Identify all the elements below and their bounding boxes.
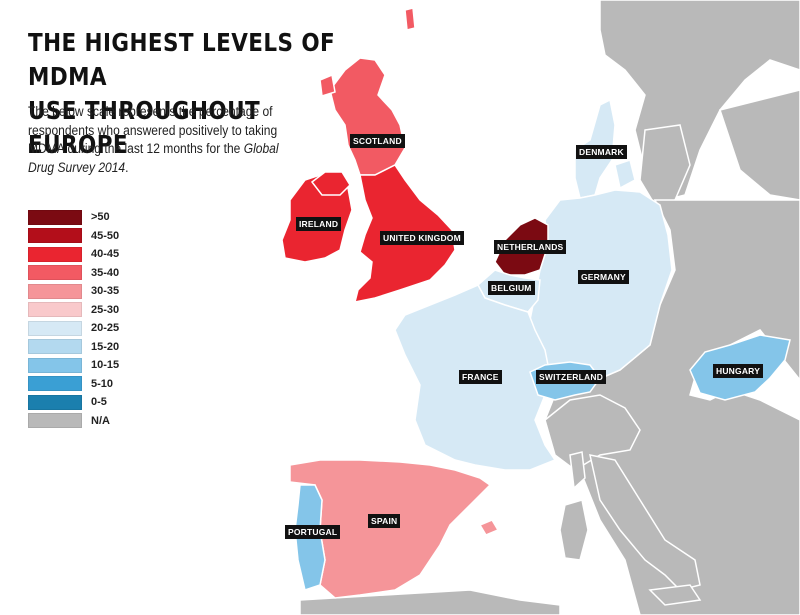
legend-label: 20-25 [91, 322, 120, 335]
title-line-2: USE THROUGHOUT EUROPE [28, 96, 261, 159]
label-france: FRANCE [459, 370, 502, 384]
legend-swatch [28, 357, 82, 373]
legend-label: 30-35 [91, 285, 120, 298]
page-title: THE HIGHEST LEVELS OF MDMA USE THROUGHOU… [28, 26, 355, 162]
description-text: The below scale represents the percentag… [28, 104, 278, 156]
legend-swatch [28, 394, 82, 410]
legend-swatch [28, 320, 82, 336]
legend-label: 15-20 [91, 340, 120, 353]
legend-swatch [28, 209, 82, 225]
label-denmark: DENMARK [576, 145, 627, 159]
label-portugal: PORTUGAL [285, 525, 341, 539]
legend-swatch [28, 302, 82, 318]
legend-label: 25-30 [91, 303, 120, 316]
country-scotland-islands [319, 73, 336, 97]
legend-item: N/A [28, 412, 119, 431]
country-spain-islands [478, 519, 500, 536]
legend-item: 25-30 [28, 301, 119, 320]
legend-label: 0-5 [91, 396, 107, 409]
legend-item: 5-10 [28, 375, 119, 394]
legend-item: 30-35 [28, 282, 119, 301]
label-hungary: HUNGARY [713, 364, 764, 378]
label-germany: GERMANY [578, 270, 629, 284]
legend-label: >50 [91, 211, 110, 224]
description-text-end: . [125, 159, 129, 175]
legend-label: 35-40 [91, 266, 120, 279]
label-netherlands: NETHERLANDS [494, 240, 567, 254]
legend-item: 15-20 [28, 338, 119, 357]
legend-item: >50 [28, 208, 119, 227]
legend-label: N/A [91, 414, 110, 427]
legend-item: 10-15 [28, 356, 119, 375]
country-northern-ireland [310, 171, 351, 196]
legend-item: 0-5 [28, 393, 119, 412]
survey-name: Global Drug Survey 2014 [28, 141, 279, 175]
label-ireland: IRELAND [296, 217, 342, 231]
legend-item: 35-40 [28, 264, 119, 283]
label-belgium: BELGIUM [488, 281, 535, 295]
legend-item: 40-45 [28, 245, 119, 264]
label-united-kingdom: UNITED KINGDOM [380, 231, 464, 245]
legend-swatch [28, 283, 82, 299]
label-scotland: SCOTLAND [350, 134, 405, 148]
legend-swatch [28, 265, 82, 281]
legend-label: 10-15 [91, 359, 120, 372]
legend-swatch [28, 413, 82, 429]
legend-item: 20-25 [28, 319, 119, 338]
country-denmark-islands [614, 159, 636, 190]
title-line-1: THE HIGHEST LEVELS OF MDMA [28, 28, 336, 91]
legend-swatch [28, 339, 82, 355]
legend-label: 5-10 [91, 377, 114, 390]
label-spain: SPAIN [368, 514, 401, 528]
legend-item: 45-50 [28, 227, 119, 246]
legend-swatch [28, 376, 82, 392]
country-scotland-north-islands [404, 7, 416, 31]
legend-swatch [28, 246, 82, 262]
legend-label: 45-50 [91, 229, 120, 242]
description: The below scale represents the percentag… [28, 103, 298, 177]
label-switzerland: SWITZERLAND [536, 370, 607, 384]
legend: >50 45-50 40-45 35-40 30-35 25-30 20-25 15-20 10… [28, 208, 119, 430]
legend-swatch [28, 228, 82, 244]
legend-label: 40-45 [91, 248, 120, 261]
